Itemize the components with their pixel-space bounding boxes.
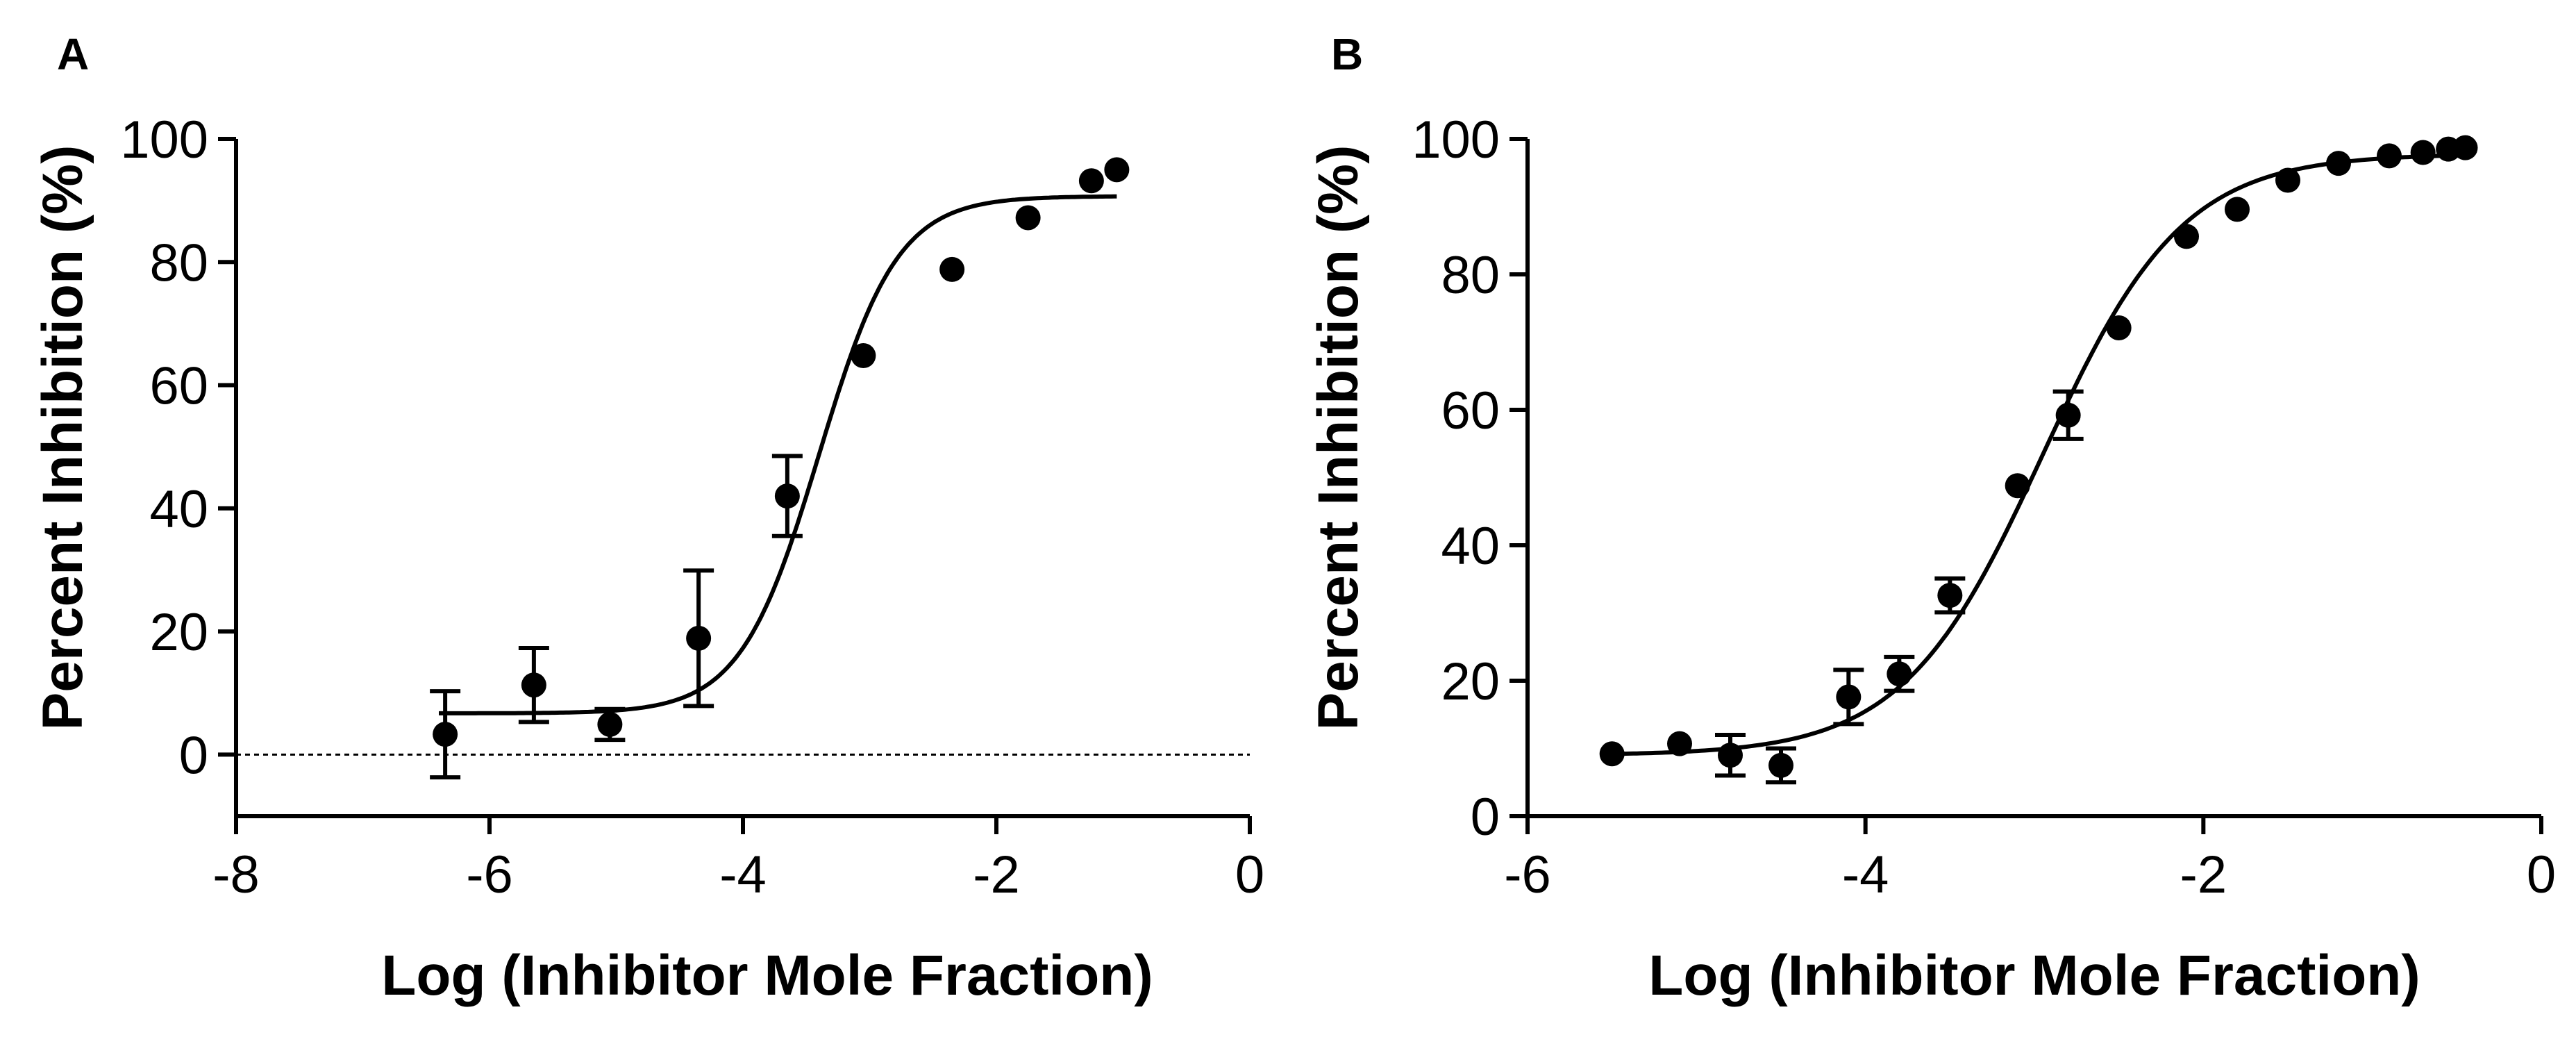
y-tick-label-b: 100 — [1412, 110, 1500, 169]
y-tick-label-a: 100 — [120, 110, 208, 169]
data-point-a — [1015, 205, 1041, 231]
data-point-b — [1718, 743, 1743, 768]
y-tick-label-b: 80 — [1441, 246, 1500, 305]
data-point-b — [1887, 661, 1912, 687]
data-point-a — [774, 483, 800, 509]
data-point-a — [939, 256, 965, 282]
data-point-b — [2225, 197, 2250, 222]
x-tick-label-a: -8 — [212, 845, 260, 904]
x-tick-label-a: -4 — [719, 845, 767, 904]
x-tick-label-a: -2 — [973, 845, 1020, 904]
fit-curve-b — [1612, 153, 2466, 756]
data-point-a — [521, 672, 546, 698]
data-point-a — [597, 711, 623, 737]
data-point-b — [2005, 473, 2030, 499]
data-point-b — [2106, 315, 2132, 341]
data-point-b — [1599, 741, 1625, 767]
x-tick-label-b: -6 — [1504, 845, 1551, 904]
y-tick-label-a: 0 — [179, 726, 208, 785]
data-point-b — [1768, 752, 1793, 778]
y-tick-label-a: 20 — [149, 603, 208, 662]
y-tick-label-b: 60 — [1441, 381, 1500, 440]
data-point-b — [2326, 151, 2351, 176]
y-tick-label-b: 20 — [1441, 652, 1500, 711]
x-tick-label-b: 0 — [2527, 845, 2556, 904]
x-tick-label-a: 0 — [1235, 845, 1264, 904]
data-point-b — [1667, 731, 1692, 756]
data-point-b — [2377, 143, 2402, 169]
data-point-b — [2410, 140, 2436, 165]
data-point-b — [2275, 167, 2300, 193]
x-tick-label-b: -4 — [1842, 845, 1889, 904]
y-axis-title-b: Percent Inhibition (%) — [1307, 145, 1370, 731]
y-tick-label-b: 40 — [1441, 517, 1500, 576]
x-axis-title-a: Log (Inhibitor Mole Fraction) — [381, 944, 1153, 1007]
x-axis-title-b: Log (Inhibitor Mole Fraction) — [1648, 944, 2420, 1007]
data-point-a — [433, 722, 458, 747]
panel-label-a: A — [57, 29, 89, 79]
plot-area-a: 0 20 40 60 80 100 -8 -6 -4 -2 0 — [120, 110, 1264, 904]
y-tick-label-a: 40 — [149, 480, 208, 539]
data-point-b — [1937, 583, 1963, 608]
data-point-b — [2174, 224, 2199, 249]
panel-b: B 0 20 40 60 80 100 -6 -4 -2 0 Log (Inhibitor Mol… — [1307, 29, 2556, 1007]
data-point-a — [851, 343, 876, 368]
data-point-a — [1104, 157, 1130, 183]
panel-a: A 0 20 40 60 80 100 -8 -6 -4 -2 0 Log (Inhibitor M… — [31, 29, 1264, 1007]
y-tick-label-b: 0 — [1471, 788, 1500, 847]
y-tick-label-a: 80 — [149, 233, 208, 292]
x-tick-label-a: -6 — [466, 845, 513, 904]
x-tick-label-b: -2 — [2180, 845, 2227, 904]
data-point-b — [2055, 402, 2081, 428]
fit-curve-a — [439, 194, 1117, 715]
data-point-a — [1078, 168, 1104, 194]
y-axis-title-a: Percent Inhibition (%) — [31, 145, 94, 731]
data-point-b — [2452, 135, 2478, 160]
plot-area-b: 0 20 40 60 80 100 -6 -4 -2 0 — [1412, 110, 2556, 904]
data-point-a — [686, 625, 712, 651]
panel-label-b: B — [1331, 29, 1363, 79]
data-point-b — [1836, 684, 1862, 710]
y-tick-label-a: 60 — [149, 357, 208, 416]
